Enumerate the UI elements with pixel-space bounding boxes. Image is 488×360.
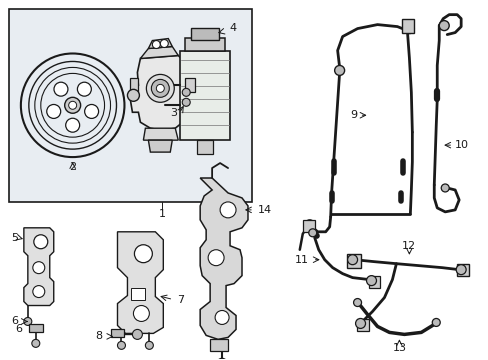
- Circle shape: [32, 339, 40, 347]
- Bar: [368, 276, 380, 288]
- Bar: [185, 37, 224, 51]
- Polygon shape: [130, 55, 190, 130]
- Circle shape: [334, 66, 344, 75]
- Circle shape: [182, 98, 190, 106]
- Polygon shape: [117, 232, 163, 333]
- Bar: [346, 254, 360, 268]
- Polygon shape: [185, 78, 195, 92]
- Circle shape: [151, 80, 169, 97]
- Circle shape: [404, 24, 413, 33]
- Circle shape: [65, 118, 80, 132]
- Bar: [9, 9, 251, 202]
- Circle shape: [182, 88, 190, 96]
- Bar: [197, 140, 213, 154]
- Bar: [29, 324, 42, 332]
- Polygon shape: [130, 78, 138, 92]
- Circle shape: [431, 319, 439, 327]
- Circle shape: [353, 298, 361, 306]
- Text: 13: 13: [391, 343, 406, 354]
- Circle shape: [47, 104, 61, 118]
- Circle shape: [54, 82, 68, 96]
- Text: 4: 4: [229, 23, 236, 33]
- Circle shape: [64, 97, 81, 113]
- Circle shape: [355, 319, 365, 328]
- Circle shape: [455, 265, 465, 275]
- Circle shape: [77, 82, 91, 96]
- Circle shape: [308, 229, 316, 237]
- Circle shape: [217, 358, 226, 360]
- Text: 1: 1: [159, 209, 165, 219]
- Circle shape: [132, 329, 142, 339]
- Circle shape: [304, 220, 314, 230]
- Text: 8: 8: [95, 332, 102, 341]
- Circle shape: [220, 202, 236, 218]
- Polygon shape: [24, 228, 54, 306]
- Circle shape: [146, 75, 174, 102]
- Circle shape: [215, 310, 228, 324]
- Bar: [191, 28, 219, 40]
- Circle shape: [133, 306, 149, 321]
- Text: 6: 6: [11, 316, 18, 327]
- Circle shape: [145, 341, 153, 349]
- Polygon shape: [143, 128, 178, 140]
- Circle shape: [33, 262, 45, 274]
- Circle shape: [127, 89, 139, 101]
- Bar: [110, 329, 124, 337]
- Text: 3: 3: [169, 108, 177, 118]
- Circle shape: [440, 184, 448, 192]
- Text: 11: 11: [294, 255, 308, 265]
- Circle shape: [117, 341, 125, 349]
- Polygon shape: [148, 140, 172, 152]
- Circle shape: [160, 40, 168, 48]
- Circle shape: [156, 84, 164, 92]
- Bar: [356, 319, 368, 332]
- Circle shape: [33, 285, 45, 298]
- Polygon shape: [140, 46, 178, 58]
- Text: 10: 10: [454, 140, 468, 150]
- Circle shape: [34, 235, 48, 249]
- Text: 6: 6: [15, 324, 22, 334]
- Text: 7: 7: [177, 294, 184, 305]
- Circle shape: [84, 104, 99, 118]
- Polygon shape: [200, 178, 247, 339]
- Text: 5: 5: [11, 233, 18, 243]
- Bar: [180, 50, 229, 140]
- Bar: [210, 339, 227, 351]
- Text: 12: 12: [402, 241, 416, 251]
- Circle shape: [152, 41, 160, 49]
- Text: 14: 14: [258, 205, 271, 215]
- Polygon shape: [148, 39, 172, 49]
- Circle shape: [68, 101, 77, 109]
- Bar: [456, 264, 468, 276]
- Circle shape: [366, 276, 376, 285]
- Circle shape: [24, 318, 32, 325]
- Text: 2: 2: [69, 162, 76, 172]
- Circle shape: [347, 255, 357, 265]
- Text: 9: 9: [350, 110, 357, 120]
- Circle shape: [208, 250, 224, 266]
- Circle shape: [438, 21, 448, 31]
- Bar: [131, 288, 145, 300]
- Circle shape: [134, 245, 152, 263]
- Bar: [302, 220, 314, 232]
- Bar: [402, 19, 413, 32]
